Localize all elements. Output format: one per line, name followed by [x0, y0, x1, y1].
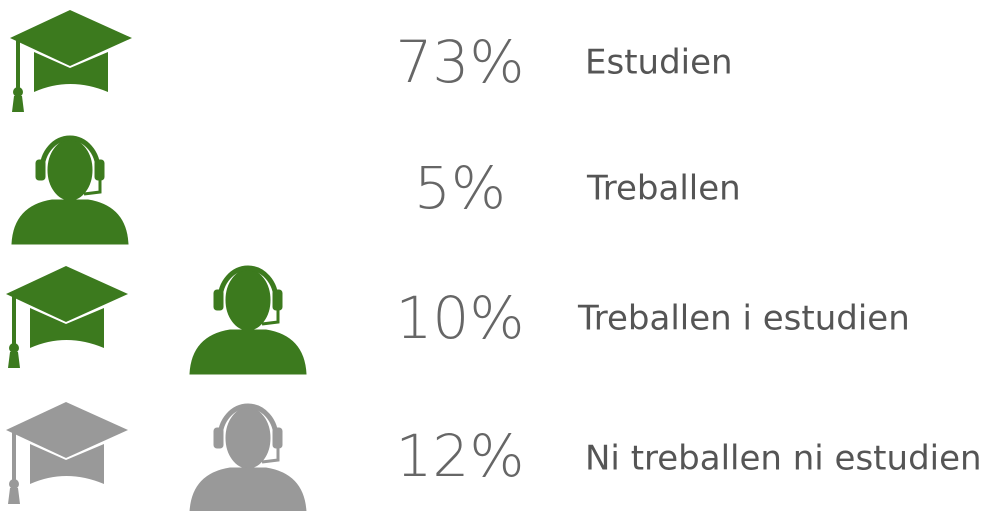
row-label: Treballen i estudien [577, 299, 910, 339]
row-label: Estudien [585, 43, 733, 83]
row-label: Ni treballen ni estudien [585, 439, 982, 479]
cap-icon [10, 10, 132, 112]
percentage: 5% [414, 154, 506, 222]
cap-icon [6, 402, 128, 504]
row-label: Treballen [586, 169, 741, 209]
person-icon [190, 406, 306, 511]
icons-row-4 [6, 402, 306, 511]
cap-icon [6, 266, 128, 368]
person-icon [190, 268, 306, 374]
percentage: 12% [396, 422, 525, 490]
person-icon [12, 138, 128, 244]
icons-row-2 [12, 138, 128, 244]
percentage: 10% [396, 284, 525, 352]
icons-row-1 [10, 10, 132, 112]
icons-row-3 [6, 266, 306, 374]
percentage: 73% [396, 28, 525, 96]
